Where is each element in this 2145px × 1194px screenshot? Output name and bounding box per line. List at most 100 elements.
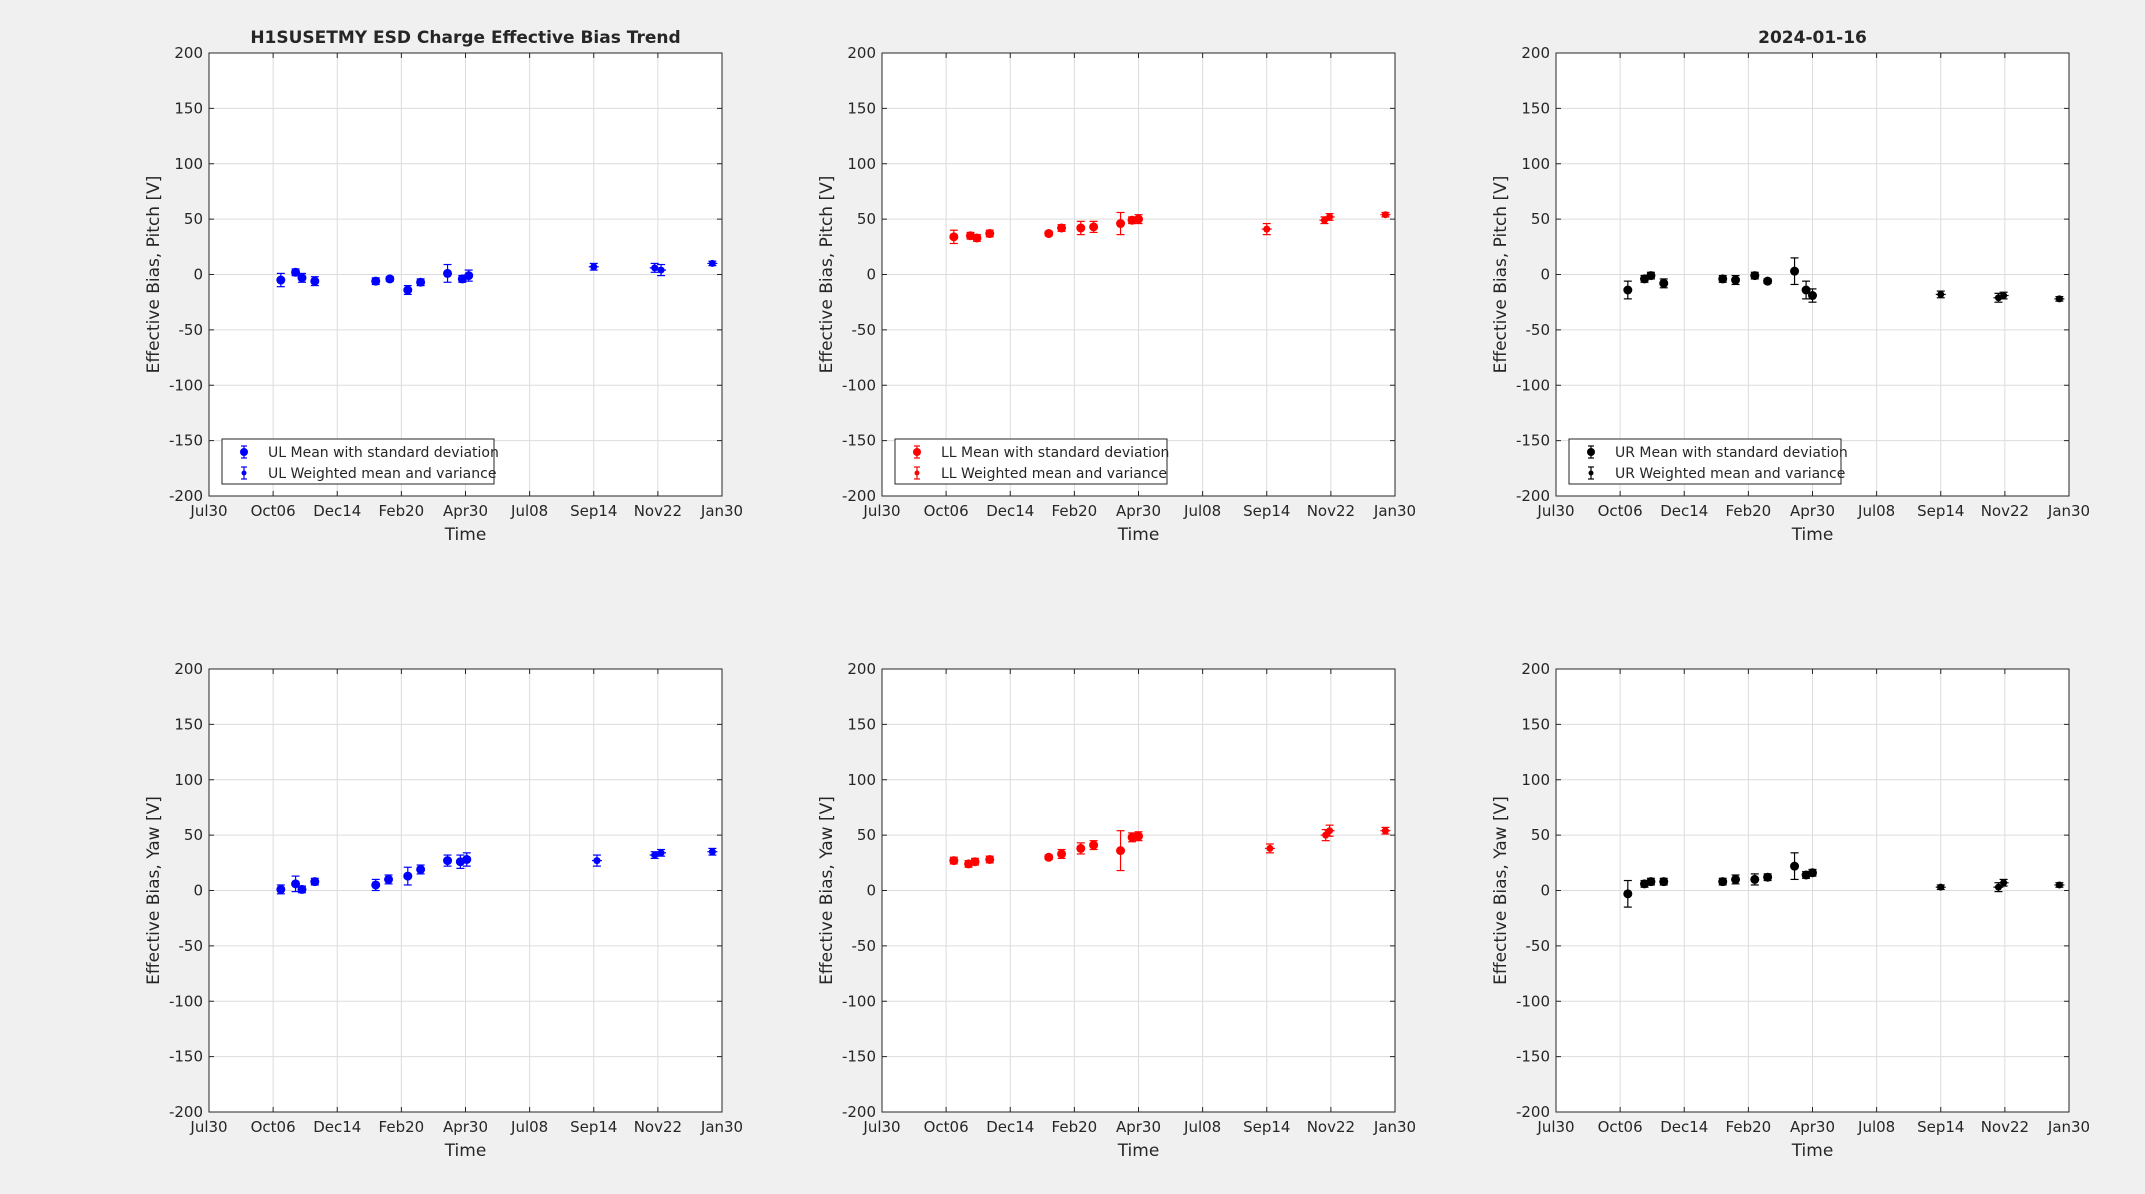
y-tick-label: 200 [1521,44,1550,62]
x-tick-label: Dec14 [313,1118,361,1136]
x-tick-label: Jul30 [189,1118,227,1136]
marker-dot [416,277,426,287]
y-tick-label: -150 [1516,1048,1550,1066]
marker-dot [1790,861,1800,871]
x-tick-label: Nov22 [1307,502,1355,520]
x-tick-label: Jul30 [862,1118,900,1136]
series-2 [1261,211,1391,236]
data-point [403,284,413,296]
legend-label: UR Mean with standard deviation [1615,445,1848,461]
legend-label: UL Weighted mean and variance [268,466,496,482]
data-point [1801,280,1811,300]
series-1 [276,263,474,296]
y-axis-label: Effective Bias, Yaw [V] [1491,796,1511,985]
data-point [385,274,395,284]
data-point [297,884,307,894]
data-point [1089,220,1099,234]
data-point [1057,223,1067,233]
series-2 [1935,878,2065,893]
data-point [1718,274,1728,284]
chart-panel-3: Jul30 Oct06 Dec14 Feb20 Apr30 Jul08 Sep14 Nov22… [1491,28,2090,545]
data-point [1998,291,2009,300]
data-point [297,272,307,283]
marker-dot [443,856,453,866]
data-point [1718,877,1728,887]
x-tick-label: Nov22 [634,1118,682,1136]
x-tick-label: Dec14 [313,502,361,520]
marker-dot [1646,271,1656,281]
x-tick-label: Nov22 [1981,1118,2029,1136]
data-point [455,854,465,869]
marker-dot [1763,872,1773,882]
data-point [1763,872,1773,882]
y-tick-label: -150 [169,432,203,450]
marker-dot [1623,285,1633,295]
marker-dot [1750,874,1760,884]
data-point [1659,877,1669,887]
legend-marker [240,448,248,456]
marker-dot [385,274,395,284]
data-point [416,277,426,287]
y-tick-label: 100 [1521,155,1550,173]
series-2 [591,847,718,867]
data-point [1057,848,1067,859]
marker-dot [1790,266,1800,276]
grid [1555,52,2070,497]
y-tick-label: 200 [847,44,876,62]
y-tick-label: 0 [193,266,203,284]
data-point [1044,852,1054,862]
data-point [1750,873,1760,886]
y-axis-label: Effective Bias, Yaw [V] [817,796,837,985]
y-tick-label: 100 [1521,771,1550,789]
legend-marker [1588,470,1594,476]
data-point [1750,271,1760,281]
data-point [1646,877,1656,887]
x-tick-label: Jul30 [1536,502,1574,520]
chart-panel-5: Jul30 Oct06 Dec14 Feb20 Apr30 Jul08 Sep14 Nov22… [817,660,1416,1161]
y-axis-label: Effective Bias, Pitch [V] [144,176,164,374]
y-tick-label: 50 [1531,826,1550,844]
x-tick-label: Jan30 [700,1118,743,1136]
data-point [949,856,959,866]
marker-dot [291,879,301,889]
series-2 [1264,824,1391,854]
x-tick-label: Jan30 [2047,1118,2090,1136]
marker-dot [1808,868,1817,878]
y-tick-label: -100 [169,376,203,394]
marker-dot [1089,222,1099,232]
marker-dot [949,856,959,866]
legend-item: LL Weighted mean and variance [914,466,1167,482]
marker-dot [1646,877,1656,887]
legend-marker [913,448,921,456]
x-tick-label: Sep14 [1917,1118,1964,1136]
legend-box [221,438,495,485]
legend: UR Mean with standard deviation UR Weight… [1568,438,1848,485]
data-point [1731,874,1741,885]
x-tick-label: Feb20 [1052,1118,1098,1136]
marker-dot [403,871,413,881]
marker-dot [416,864,426,874]
legend-marker [914,470,920,476]
x-tick-label: Jan30 [700,502,743,520]
data-point [1044,229,1054,239]
chart-title: H1SUSETMY ESD Charge Effective Bias Tren… [250,28,680,48]
x-tick-label: Jul08 [510,502,548,520]
marker-dot [464,271,474,281]
x-axis-label: Time [1117,525,1160,545]
y-tick-label: -100 [842,992,876,1010]
marker-dot [1076,223,1086,233]
x-tick-label: Sep14 [1917,502,1964,520]
data-point [656,848,667,857]
x-axis-label: Time [1117,1141,1160,1161]
marker-dot [1763,276,1773,286]
marker-dot [276,884,286,894]
data-point [291,267,301,277]
data-point [443,263,453,283]
data-point [1731,275,1741,286]
data-point [1116,830,1126,872]
data-point [1623,879,1633,908]
x-tick-label: Sep14 [1243,502,1290,520]
data-point [384,874,394,885]
legend-item: UL Mean with standard deviation [240,445,499,461]
data-point [949,229,959,245]
